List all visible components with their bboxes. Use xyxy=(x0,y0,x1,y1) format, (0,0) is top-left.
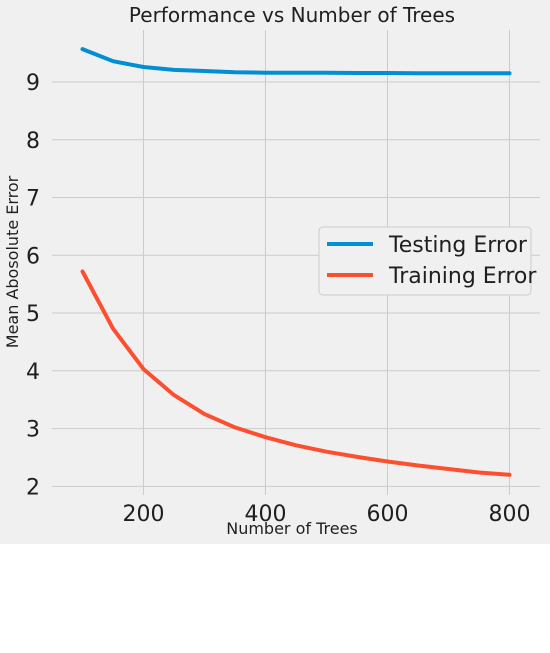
x-tick-label: 800 xyxy=(489,502,531,527)
y-tick-label: 7 xyxy=(26,187,40,212)
series-line-testing-error xyxy=(80,47,512,76)
y-tick-label: 6 xyxy=(26,244,40,269)
x-tick-label: 600 xyxy=(367,502,409,527)
tick-labels: 200 400 600 800 2 3 4 5 6 7 8 9 xyxy=(26,71,531,527)
y-tick-label: 4 xyxy=(26,360,40,385)
legend-label-testing-error: Testing Error xyxy=(388,233,528,258)
y-tick-label: 5 xyxy=(26,302,40,327)
x-tick-label: 200 xyxy=(123,502,165,527)
x-tick-label: 400 xyxy=(245,502,287,527)
y-tick-label: 9 xyxy=(26,71,40,96)
y-tick-label: 8 xyxy=(26,129,40,154)
y-tick-label: 2 xyxy=(26,475,40,500)
legend-label-training-error: Training Error xyxy=(388,264,537,289)
legend: Testing Error Training Error xyxy=(318,226,537,296)
x-axis-label: Number of Trees xyxy=(226,519,358,538)
line-chart: 200 400 600 800 2 3 4 5 6 7 8 9 Performance vs Numb… xyxy=(3,3,540,538)
grid-lines xyxy=(52,30,540,495)
y-axis-label: Mean Abosolute Error xyxy=(3,175,22,348)
y-tick-label: 3 xyxy=(26,418,40,443)
series-line-training-error xyxy=(80,269,512,477)
chart-title: Performance vs Number of Trees xyxy=(129,3,455,27)
series-lines xyxy=(80,47,512,477)
chart-figure: 200 400 600 800 2 3 4 5 6 7 8 9 Performance vs Numb… xyxy=(0,0,550,544)
